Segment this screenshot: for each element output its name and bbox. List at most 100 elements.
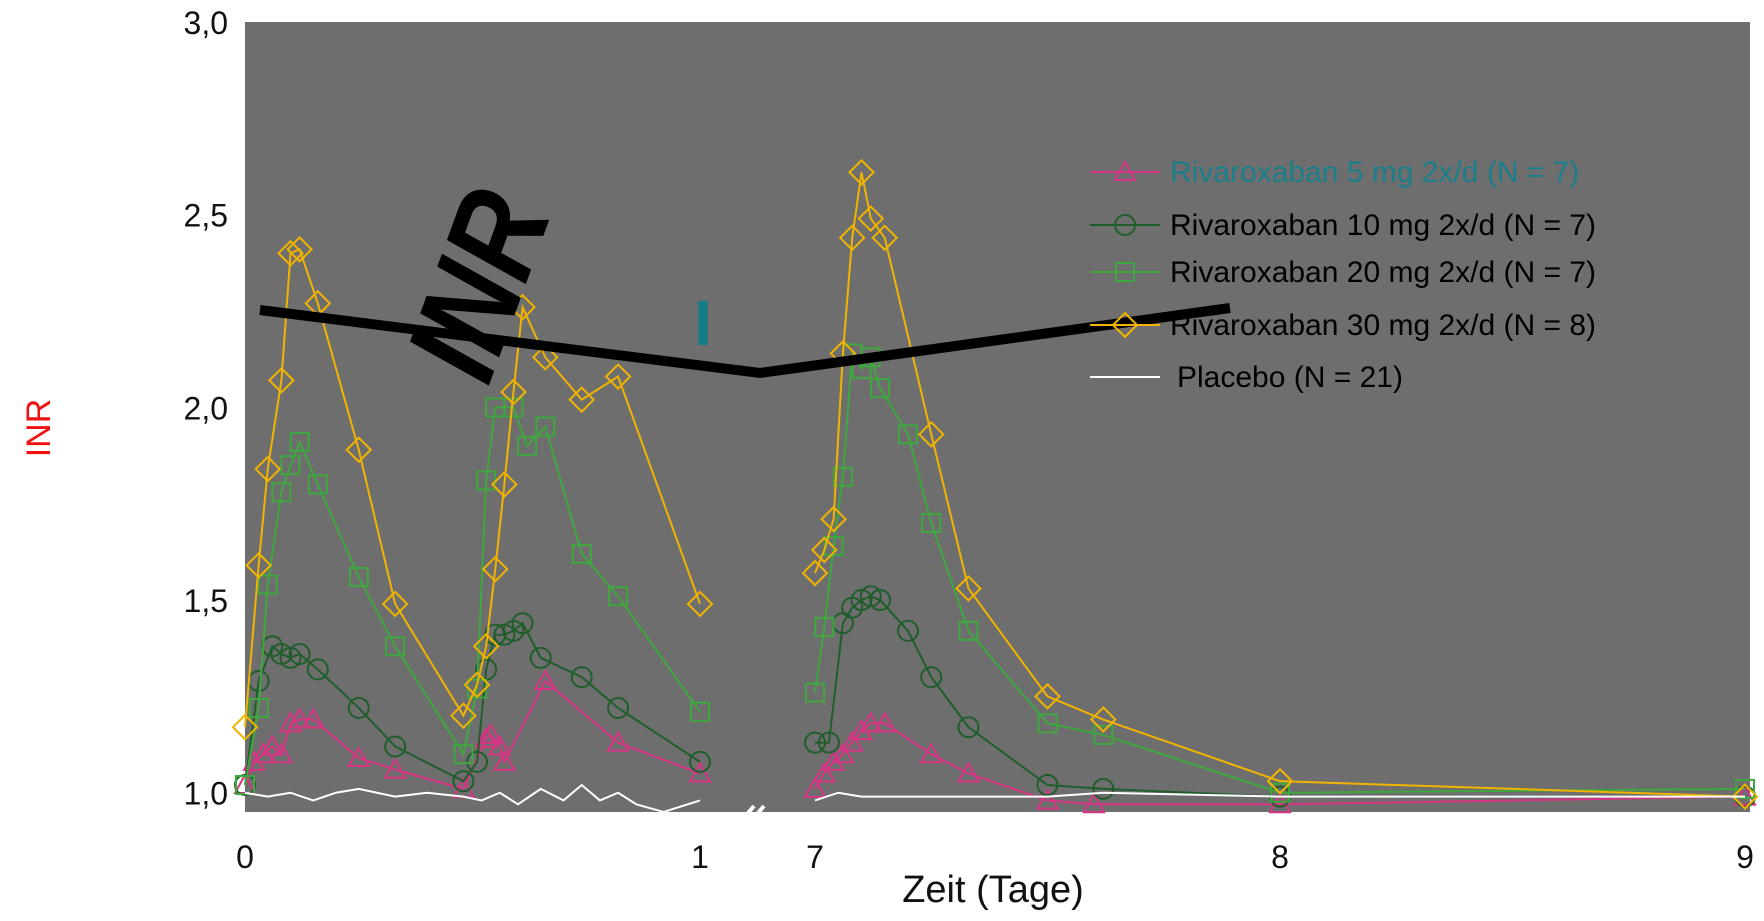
legend-item: Placebo (N = 21): [1090, 361, 1403, 394]
data-point-circle: [869, 589, 892, 612]
series-line: [244, 679, 701, 791]
data-point-triangle: [1082, 792, 1106, 814]
x-axis-label: Zeit (Tage): [902, 869, 1084, 911]
data-point-diamond: [267, 366, 295, 394]
data-point-square: [453, 744, 474, 765]
data-point-square: [1115, 262, 1135, 282]
data-point-square: [289, 432, 310, 453]
series: [244, 783, 1745, 814]
data-point-diamond: [917, 420, 945, 448]
data-point-circle: [384, 735, 407, 758]
data-point-triangle: [606, 730, 630, 752]
data-point-triangle: [859, 711, 883, 733]
data-point-diamond: [277, 239, 304, 267]
data-point-square: [257, 574, 278, 595]
series-line: [244, 783, 701, 814]
x-tick-label: 7: [806, 839, 824, 875]
data-point-diamond: [245, 551, 273, 579]
data-point-diamond: [1089, 706, 1117, 733]
data-point-square: [1270, 782, 1290, 803]
data-point-square: [805, 682, 825, 703]
data-point-triangle: [347, 745, 371, 768]
series-line: [814, 350, 1746, 794]
data-point-diamond: [509, 293, 536, 321]
data-point-triangle: [919, 742, 943, 764]
data-point-circle: [897, 619, 919, 642]
data-point-diamond: [254, 455, 282, 483]
data-point-square: [385, 636, 406, 657]
data-point-triangle: [269, 742, 294, 764]
data-point-circle: [817, 731, 840, 754]
data-point-square: [1037, 713, 1058, 734]
y-tick-label: 2,0: [184, 390, 228, 426]
y-tick-label: 1,5: [184, 583, 228, 619]
data-point-circle: [804, 731, 826, 754]
data-point-triangle: [474, 726, 498, 748]
data-point-triangle: [383, 757, 407, 779]
data-point-circle: [920, 666, 943, 689]
series-line: [244, 406, 701, 786]
data-point-circle: [859, 585, 882, 608]
data-point-circle: [689, 750, 711, 773]
data-point-triangle: [479, 722, 503, 744]
data-point-square: [348, 566, 369, 587]
data-point-diamond: [463, 671, 491, 699]
data-point-square: [235, 775, 255, 796]
data-point-circle: [452, 770, 475, 793]
data-point-diamond: [481, 555, 509, 583]
x-tick-label: 8: [1271, 839, 1289, 875]
data-point-diamond: [345, 436, 373, 464]
data-point-triangle: [488, 734, 512, 756]
data-point-square: [958, 620, 979, 641]
data-point-square: [898, 424, 918, 445]
data-point-diamond: [490, 471, 518, 498]
x-tick-label: 1: [691, 839, 709, 875]
data-point-square: [1093, 724, 1114, 745]
data-point-diamond: [820, 505, 848, 533]
data-point-diamond: [848, 158, 875, 186]
data-point-diamond: [531, 343, 559, 371]
data-point-triangle: [1035, 788, 1060, 810]
title-marker: I: [694, 287, 712, 359]
x-tick-label: 0: [236, 839, 254, 875]
legend-label: Placebo (N = 21): [1177, 361, 1403, 394]
data-point-diamond: [810, 536, 838, 564]
data-point-circle: [288, 643, 311, 665]
data-point-circle: [466, 750, 489, 773]
data-point-triangle: [831, 742, 855, 764]
legend-label: Rivaroxaban 5 mg 2x/d (N = 7): [1170, 156, 1579, 189]
data-point-square: [921, 512, 942, 533]
plot-area: [245, 22, 1750, 812]
data-point-circle: [1036, 774, 1059, 797]
legend-item: Rivaroxaban 5 mg 2x/d (N = 7): [1090, 156, 1579, 189]
data-point-diamond: [838, 224, 866, 252]
data-point-diamond: [1034, 682, 1061, 710]
data-point-circle: [511, 612, 534, 635]
trend-bracket: [259, 303, 1231, 379]
data-point-square: [571, 543, 592, 564]
data-point-square: [280, 455, 301, 476]
data-point-diamond: [1731, 783, 1759, 810]
data-point-circle: [347, 696, 370, 719]
data-point-diamond: [857, 205, 885, 232]
y-axis-label: INR: [20, 399, 58, 458]
data-point-diamond: [449, 702, 477, 730]
data-point-diamond: [801, 559, 829, 587]
data-point-triangle: [287, 707, 312, 729]
legend-item: Rivaroxaban 30 mg 2x/d (N = 8): [1090, 309, 1596, 342]
data-point-diamond: [568, 386, 596, 414]
data-point-triangle: [492, 749, 517, 771]
data-point-square: [307, 474, 328, 495]
data-point-triangle: [251, 742, 275, 764]
data-point-square: [690, 701, 710, 722]
y-tick-label: 1,0: [184, 776, 228, 812]
legend-item: Rivaroxaban 20 mg 2x/d (N = 7): [1090, 256, 1596, 289]
data-point-triangle: [840, 730, 864, 752]
legend-item: Rivaroxaban 10 mg 2x/d (N = 7): [1090, 209, 1596, 242]
data-point-circle: [1092, 777, 1115, 800]
data-point-triangle: [688, 761, 712, 783]
data-point-diamond: [1266, 767, 1294, 795]
data-point-diamond: [472, 632, 500, 660]
data-point-triangle: [533, 668, 557, 690]
